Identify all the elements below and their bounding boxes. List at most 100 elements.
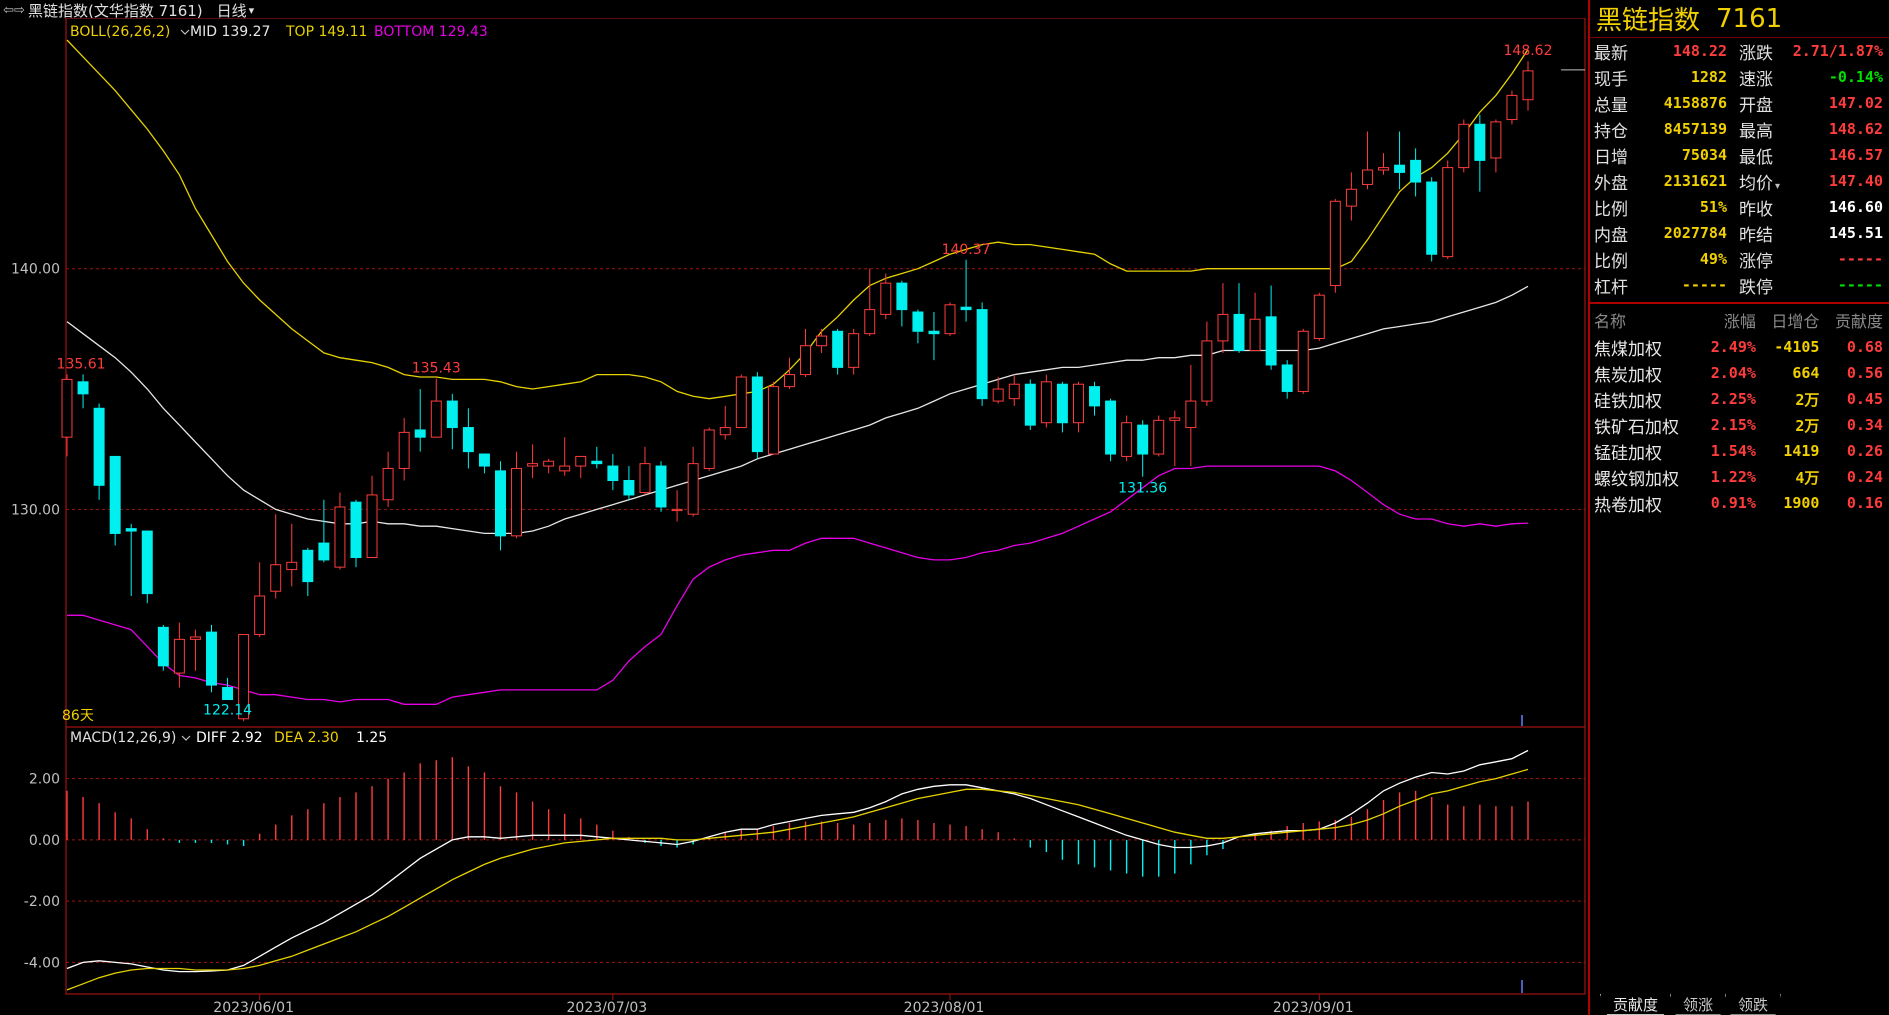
candle-up [1506, 94, 1518, 120]
candle-down [623, 479, 635, 496]
candle-up [1345, 188, 1357, 207]
macd-tick-label: -2.00 [24, 894, 60, 910]
row-name: 螺纹钢加权 [1594, 469, 1679, 490]
candle-down [655, 465, 667, 508]
row-contribution: 0.56 [1846, 364, 1883, 382]
quote-label: 比例 [1594, 199, 1628, 220]
candle-up [270, 564, 282, 592]
macd-tick-label: -4.00 [24, 955, 60, 971]
row-oi-change: -4105 [1774, 338, 1820, 356]
quote-label: 速涨 [1739, 69, 1773, 90]
table-row[interactable]: 螺纹钢加权 1.22% 4万 0.24 [1590, 464, 1889, 490]
candle-up [398, 431, 410, 469]
row-oi-change: 2万 [1795, 416, 1820, 435]
candle-up [1490, 121, 1502, 159]
quote-value: 51% [1699, 198, 1727, 216]
period-label: 日线 [216, 1, 247, 20]
quote-item: 跌停 ----- [1735, 272, 1889, 298]
contribution-table: 名称 涨幅 日增仓 贡献度 焦煤加权 2.49% -4105 0.68 焦炭加权 2.04% 66… [1590, 306, 1889, 516]
candle-down [1137, 424, 1149, 455]
tab-top-losers[interactable]: 领跌 [1725, 994, 1782, 1015]
candle-up [719, 427, 731, 436]
quote-label: 内盘 [1594, 225, 1628, 246]
row-change: 2.15% [1710, 416, 1756, 434]
candle-down [1410, 159, 1422, 183]
row-oi-change: 4万 [1795, 468, 1820, 487]
candle-down [976, 309, 988, 400]
candle-down [591, 460, 603, 465]
column-header[interactable]: 贡献度 [1834, 312, 1883, 331]
row-contribution: 0.68 [1846, 338, 1883, 356]
candle-up [366, 494, 378, 559]
candle-down [1105, 400, 1117, 455]
table-row[interactable]: 铁矿石加权 2.15% 2万 0.34 [1590, 412, 1889, 438]
period-selector[interactable]: 日线 ▾ [217, 0, 255, 21]
boll-legend-label: BOLL(26,26,2) [70, 24, 170, 40]
candle-up [254, 595, 266, 636]
quote-label: 总量 [1594, 95, 1628, 116]
candle-up [527, 463, 539, 467]
column-header[interactable]: 涨幅 [1723, 312, 1756, 331]
table-row[interactable]: 热卷加权 0.91% 1900 0.16 [1590, 490, 1889, 516]
quote-label: 昨收 [1739, 199, 1773, 220]
column-header[interactable]: 名称 [1594, 312, 1627, 331]
candle-up [1361, 169, 1373, 185]
kline-chart[interactable]: 140.00 130.00 2.00 0.00 -2.00 -4.00 2023/06/01… [0, 18, 1588, 1015]
price-tick-label: 130.00 [11, 502, 60, 518]
table-row[interactable]: 焦煤加权 2.49% -4105 0.68 [1590, 334, 1889, 360]
macd-dea-line [66, 768, 1529, 991]
row-name: 焦煤加权 [1594, 339, 1662, 360]
quote-item: 外盘 2131621 [1590, 168, 1735, 194]
quote-item: 涨停 ----- [1735, 246, 1889, 272]
quote-item: 开盘 147.02 [1735, 90, 1889, 116]
caret-down-icon[interactable]: ▾ [1775, 180, 1781, 192]
column-header[interactable]: 日增仓 [1771, 312, 1820, 331]
quote-label: 涨跌 [1739, 43, 1773, 64]
candle-down [1394, 164, 1406, 173]
instrument-code: 7161 [1716, 3, 1783, 34]
quote-label: 杠杆 [1594, 277, 1628, 298]
row-oi-change: 1900 [1783, 494, 1820, 512]
candle-up [559, 465, 571, 472]
quote-item: 最低 146.57 [1735, 142, 1889, 168]
candle-up [430, 400, 442, 438]
candle-up [575, 455, 587, 467]
quote-label: 最新 [1594, 43, 1628, 64]
candle-up [511, 467, 523, 537]
candle-up [1313, 294, 1325, 339]
instrument-name: 黑链指数 [1596, 6, 1701, 36]
boll-legend-mid: MID 139.27 [190, 24, 270, 40]
quote-label: 跌停 [1739, 277, 1773, 298]
price-annotation: 122.14 [203, 703, 252, 719]
price-annotation: 148.62 [1504, 43, 1553, 59]
row-change: 1.54% [1710, 442, 1756, 460]
row-change: 1.22% [1710, 468, 1756, 486]
candle-down [414, 429, 426, 438]
quote-item: 昨收 146.60 [1735, 194, 1889, 220]
quote-label: 比例 [1594, 251, 1628, 272]
row-name: 锰硅加权 [1594, 443, 1662, 464]
candle-down [141, 530, 153, 595]
row-change: 2.04% [1710, 364, 1756, 382]
candle-up [1121, 422, 1133, 457]
quote-grid: 最新 148.22 涨跌 2.71/1.87% 现手 1282 速涨 -0.14% 总量 4158… [1590, 38, 1889, 298]
table-row[interactable]: 硅铁加权 2.25% 2万 0.45 [1590, 386, 1889, 412]
row-oi-change: 664 [1792, 364, 1820, 382]
tab-contribution[interactable]: 贡献度 [1600, 994, 1672, 1015]
date-label: 2023/08/01 [904, 1000, 985, 1015]
macd-tick-label: 2.00 [29, 772, 60, 788]
tab-top-gainers[interactable]: 领涨 [1670, 994, 1727, 1015]
candle-up [1329, 200, 1341, 287]
row-change: 0.91% [1710, 494, 1756, 512]
candle-down [125, 528, 137, 532]
quote-item: 总量 4158876 [1590, 90, 1735, 116]
switch-arrows-icon[interactable]: ⇦⇨ [3, 2, 25, 18]
candle-down [751, 376, 763, 453]
macd-diff-line [66, 749, 1529, 973]
price-annotation: 140.37 [942, 242, 991, 258]
table-row[interactable]: 焦炭加权 2.04% 664 0.56 [1590, 360, 1889, 386]
candle-up [735, 376, 747, 429]
candle-up [382, 467, 394, 501]
table-row[interactable]: 锰硅加权 1.54% 1419 0.26 [1590, 438, 1889, 464]
row-name: 铁矿石加权 [1594, 417, 1679, 438]
